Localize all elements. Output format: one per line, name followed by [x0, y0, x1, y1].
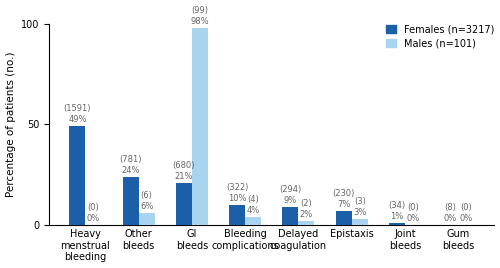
Text: 0%: 0%: [406, 214, 420, 223]
Text: 4%: 4%: [246, 206, 260, 215]
Text: (99): (99): [192, 6, 208, 15]
Text: (2): (2): [300, 199, 312, 208]
Text: 9%: 9%: [284, 196, 297, 205]
Text: (3): (3): [354, 197, 366, 206]
Text: (34): (34): [388, 201, 406, 210]
Text: (680): (680): [172, 161, 195, 170]
Text: (0): (0): [88, 203, 100, 212]
Text: 49%: 49%: [68, 116, 86, 124]
Bar: [192, 28, 208, 225]
Text: 6%: 6%: [140, 202, 153, 211]
Text: (6): (6): [140, 191, 152, 200]
Bar: [389, 223, 405, 225]
Text: (322): (322): [226, 183, 248, 192]
Bar: [229, 205, 245, 225]
Text: 10%: 10%: [228, 194, 246, 203]
Text: (8): (8): [444, 203, 456, 212]
Text: 21%: 21%: [174, 172, 193, 181]
Text: 24%: 24%: [122, 166, 140, 175]
Bar: [70, 126, 86, 225]
Text: (294): (294): [280, 185, 301, 194]
Bar: [352, 219, 368, 225]
Bar: [176, 183, 192, 225]
Text: 0%: 0%: [444, 214, 457, 223]
Bar: [138, 213, 154, 225]
Text: (4): (4): [248, 195, 259, 204]
Text: 7%: 7%: [337, 200, 350, 209]
Bar: [122, 177, 138, 225]
Text: 98%: 98%: [190, 17, 209, 26]
Text: 0%: 0%: [460, 214, 473, 223]
Text: (0): (0): [460, 203, 472, 212]
Bar: [245, 217, 261, 225]
Bar: [282, 207, 298, 225]
Text: 3%: 3%: [353, 208, 366, 217]
Text: (1591): (1591): [64, 105, 91, 113]
Bar: [298, 221, 314, 225]
Bar: [336, 211, 351, 225]
Y-axis label: Percentage of patients (no.): Percentage of patients (no.): [6, 52, 16, 197]
Text: 0%: 0%: [87, 214, 100, 223]
Text: (230): (230): [332, 189, 355, 198]
Legend: Females (n=3217), Males (n=101): Females (n=3217), Males (n=101): [386, 25, 494, 49]
Text: 2%: 2%: [300, 210, 313, 219]
Text: (781): (781): [120, 155, 142, 164]
Text: 1%: 1%: [390, 212, 404, 221]
Text: (0): (0): [407, 203, 419, 212]
